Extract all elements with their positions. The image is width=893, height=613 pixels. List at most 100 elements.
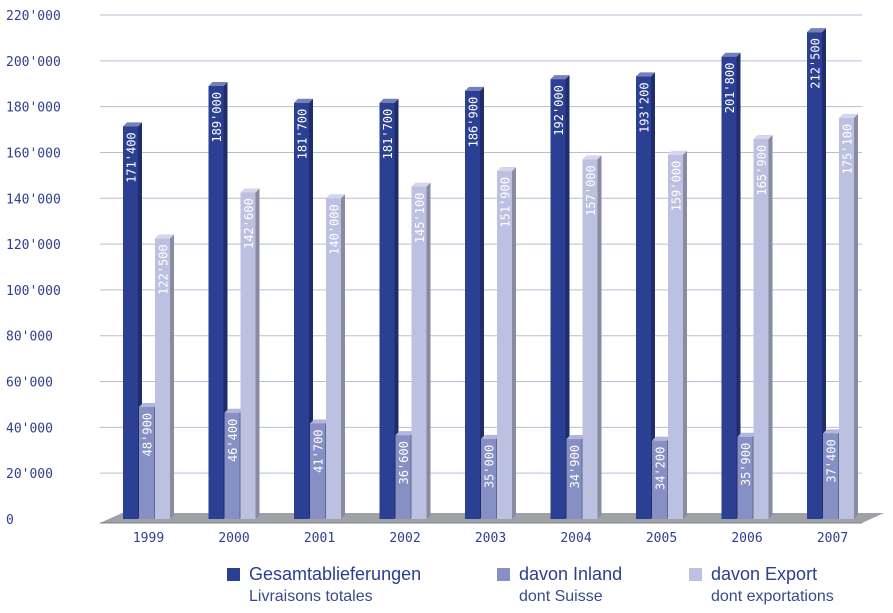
bar-side <box>651 72 655 519</box>
bar <box>636 76 651 519</box>
bar-side <box>480 86 484 519</box>
bar-top <box>139 402 158 407</box>
bar-value-label: 186'900 <box>467 97 481 148</box>
x-tick-label: 2004 <box>560 531 591 546</box>
bar-side <box>394 98 399 519</box>
bar <box>807 32 822 519</box>
bar-top <box>379 98 399 103</box>
bar <box>823 433 838 519</box>
bar-side <box>854 113 858 519</box>
bar <box>652 440 667 519</box>
bar-side <box>426 182 431 519</box>
x-tick-label: 2006 <box>731 531 762 546</box>
bar-top <box>395 431 415 436</box>
legend-swatch-total <box>227 568 240 581</box>
chart-legend: Gesamtablieferungen Livraisons totales d… <box>0 563 893 613</box>
bar <box>668 154 683 519</box>
bar-side <box>736 52 741 519</box>
bar-value-label: 35'900 <box>739 443 753 486</box>
bar-value-label: 122'500 <box>157 244 171 295</box>
bar-value-label: 48'900 <box>141 413 155 456</box>
bar <box>465 90 480 519</box>
legend-label-total: Gesamtablieferungen <box>249 564 422 584</box>
x-tick-label: 2002 <box>389 531 420 546</box>
bar <box>411 186 427 519</box>
bar-value-label: 171'400 <box>125 132 139 183</box>
bar-value-label: 212'500 <box>809 38 823 89</box>
legend-sublabel-domestic: dont Suisse <box>519 588 603 605</box>
bar-top <box>481 434 500 439</box>
bar-value-label: 181'700 <box>381 109 395 160</box>
legend-sublabel-export: dont exportations <box>711 588 834 605</box>
bar-top <box>823 429 842 434</box>
legend-swatch-export <box>689 568 702 581</box>
bar-side <box>309 98 313 519</box>
y-tick-label: 160'000 <box>6 146 61 161</box>
bar-value-label: 151'900 <box>499 177 513 228</box>
bar-side <box>512 167 516 519</box>
bar-top <box>550 75 570 80</box>
x-tick-label: 2003 <box>475 531 506 546</box>
bar <box>310 423 325 519</box>
x-tick-label: 2001 <box>304 531 335 546</box>
x-tick-label: 2000 <box>218 531 249 546</box>
bar-top <box>582 155 602 160</box>
bar-top <box>155 234 174 239</box>
bar-value-label: 193'200 <box>638 82 652 133</box>
x-tick-label: 1999 <box>133 531 164 546</box>
x-tick-label: 2005 <box>646 531 677 546</box>
bar-top <box>737 432 757 437</box>
bar-value-label: 165'900 <box>755 145 769 196</box>
x-tick-label: 2007 <box>817 531 848 546</box>
bar-value-label: 145'100 <box>413 193 427 244</box>
bar-top <box>294 98 313 103</box>
bar-top <box>652 436 671 441</box>
bar-top <box>668 150 687 155</box>
bar <box>139 406 154 519</box>
y-tick-label: 200'000 <box>6 55 61 70</box>
bar-side <box>341 194 345 520</box>
bar-top <box>310 419 329 424</box>
bar-top <box>411 182 431 187</box>
y-tick-label: 80'000 <box>6 330 53 345</box>
bar-side <box>597 155 602 519</box>
bar-top <box>753 134 773 139</box>
bar-value-label: 36'600 <box>397 441 411 484</box>
bar <box>566 439 582 519</box>
bar-top <box>566 435 586 440</box>
y-tick-label: 220'000 <box>6 9 61 24</box>
bar <box>326 198 341 520</box>
bar-value-label: 37'400 <box>825 439 839 482</box>
bar <box>582 159 598 519</box>
bar-side <box>255 188 260 520</box>
bar-top <box>721 52 741 57</box>
bar <box>155 238 170 519</box>
y-tick-label: 100'000 <box>6 284 61 299</box>
bar <box>208 86 224 519</box>
bar-value-label: 34'900 <box>568 445 582 488</box>
bar <box>481 438 496 519</box>
bar-side <box>170 234 174 519</box>
bar-side <box>683 150 687 519</box>
bar <box>721 56 737 519</box>
bar-value-label: 189'000 <box>210 92 224 143</box>
bar-value-label: 140'000 <box>328 204 342 255</box>
y-tick-label: 0 <box>6 513 14 528</box>
y-tick-label: 120'000 <box>6 238 61 253</box>
legend-swatch-domestic <box>497 568 510 581</box>
bar-top <box>636 72 655 77</box>
bar-top <box>465 86 484 91</box>
bar-value-label: 41'700 <box>312 429 326 472</box>
bar-side <box>822 28 826 519</box>
bar-value-label: 46'400 <box>226 419 240 462</box>
bar-value-label: 34'200 <box>654 447 668 490</box>
bar <box>240 192 256 520</box>
bar-value-label: 201'800 <box>723 63 737 114</box>
bar <box>737 436 753 519</box>
bar-top <box>240 188 260 193</box>
bar <box>753 138 769 520</box>
legend-sublabel-total: Livraisons totales <box>249 588 373 605</box>
bar <box>497 171 512 519</box>
bar <box>224 412 240 519</box>
